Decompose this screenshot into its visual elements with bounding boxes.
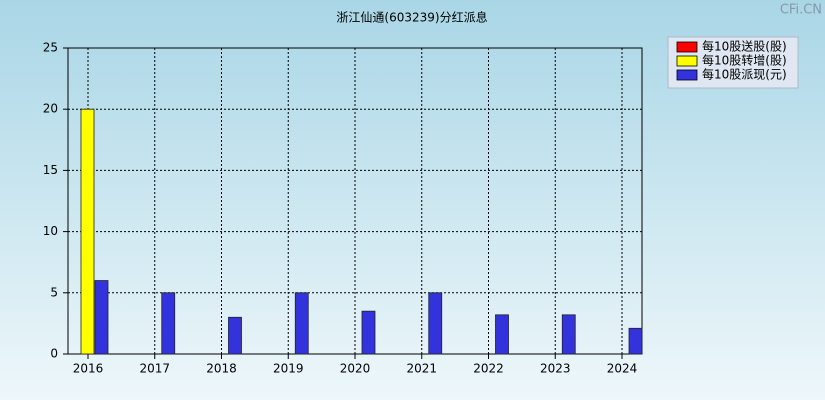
bar: [628, 327, 643, 355]
bar: [80, 108, 95, 355]
legend-label: 每10股转增(股): [702, 53, 787, 68]
y-tick-label: 0: [50, 347, 58, 361]
x-tick-label: 2022: [473, 362, 504, 376]
chart-title: 浙江仙通(603239)分红派息: [336, 10, 487, 25]
y-tick-label: 20: [43, 102, 58, 116]
legend-label: 每10股派现(元): [702, 67, 787, 82]
bar: [495, 314, 509, 355]
x-tick-label: 2020: [340, 362, 371, 376]
bar: [428, 292, 443, 355]
legend-swatch: [676, 69, 698, 81]
y-tick-label: 5: [50, 285, 58, 299]
bar: [161, 292, 176, 355]
bar: [361, 310, 376, 355]
bar: [94, 280, 109, 355]
y-tick-label: 25: [43, 41, 58, 55]
bar: [561, 314, 576, 355]
x-tick-label: 2016: [73, 362, 104, 376]
x-tick-label: 2018: [206, 362, 237, 376]
legend-swatch: [676, 55, 698, 67]
x-tick-label: 2019: [273, 362, 304, 376]
bar: [294, 292, 309, 355]
x-tick-label: 2021: [406, 362, 437, 376]
legend-label: 每10股送股(股): [702, 39, 787, 54]
y-tick-label: 15: [43, 163, 58, 177]
bar: [228, 316, 242, 355]
watermark: CFi.CN: [780, 3, 822, 18]
x-tick-label: 2017: [139, 362, 170, 376]
y-tick-label: 10: [43, 224, 58, 238]
x-tick-label: 2024: [607, 362, 638, 376]
legend-swatch: [676, 41, 698, 53]
x-tick-label: 2023: [540, 362, 571, 376]
